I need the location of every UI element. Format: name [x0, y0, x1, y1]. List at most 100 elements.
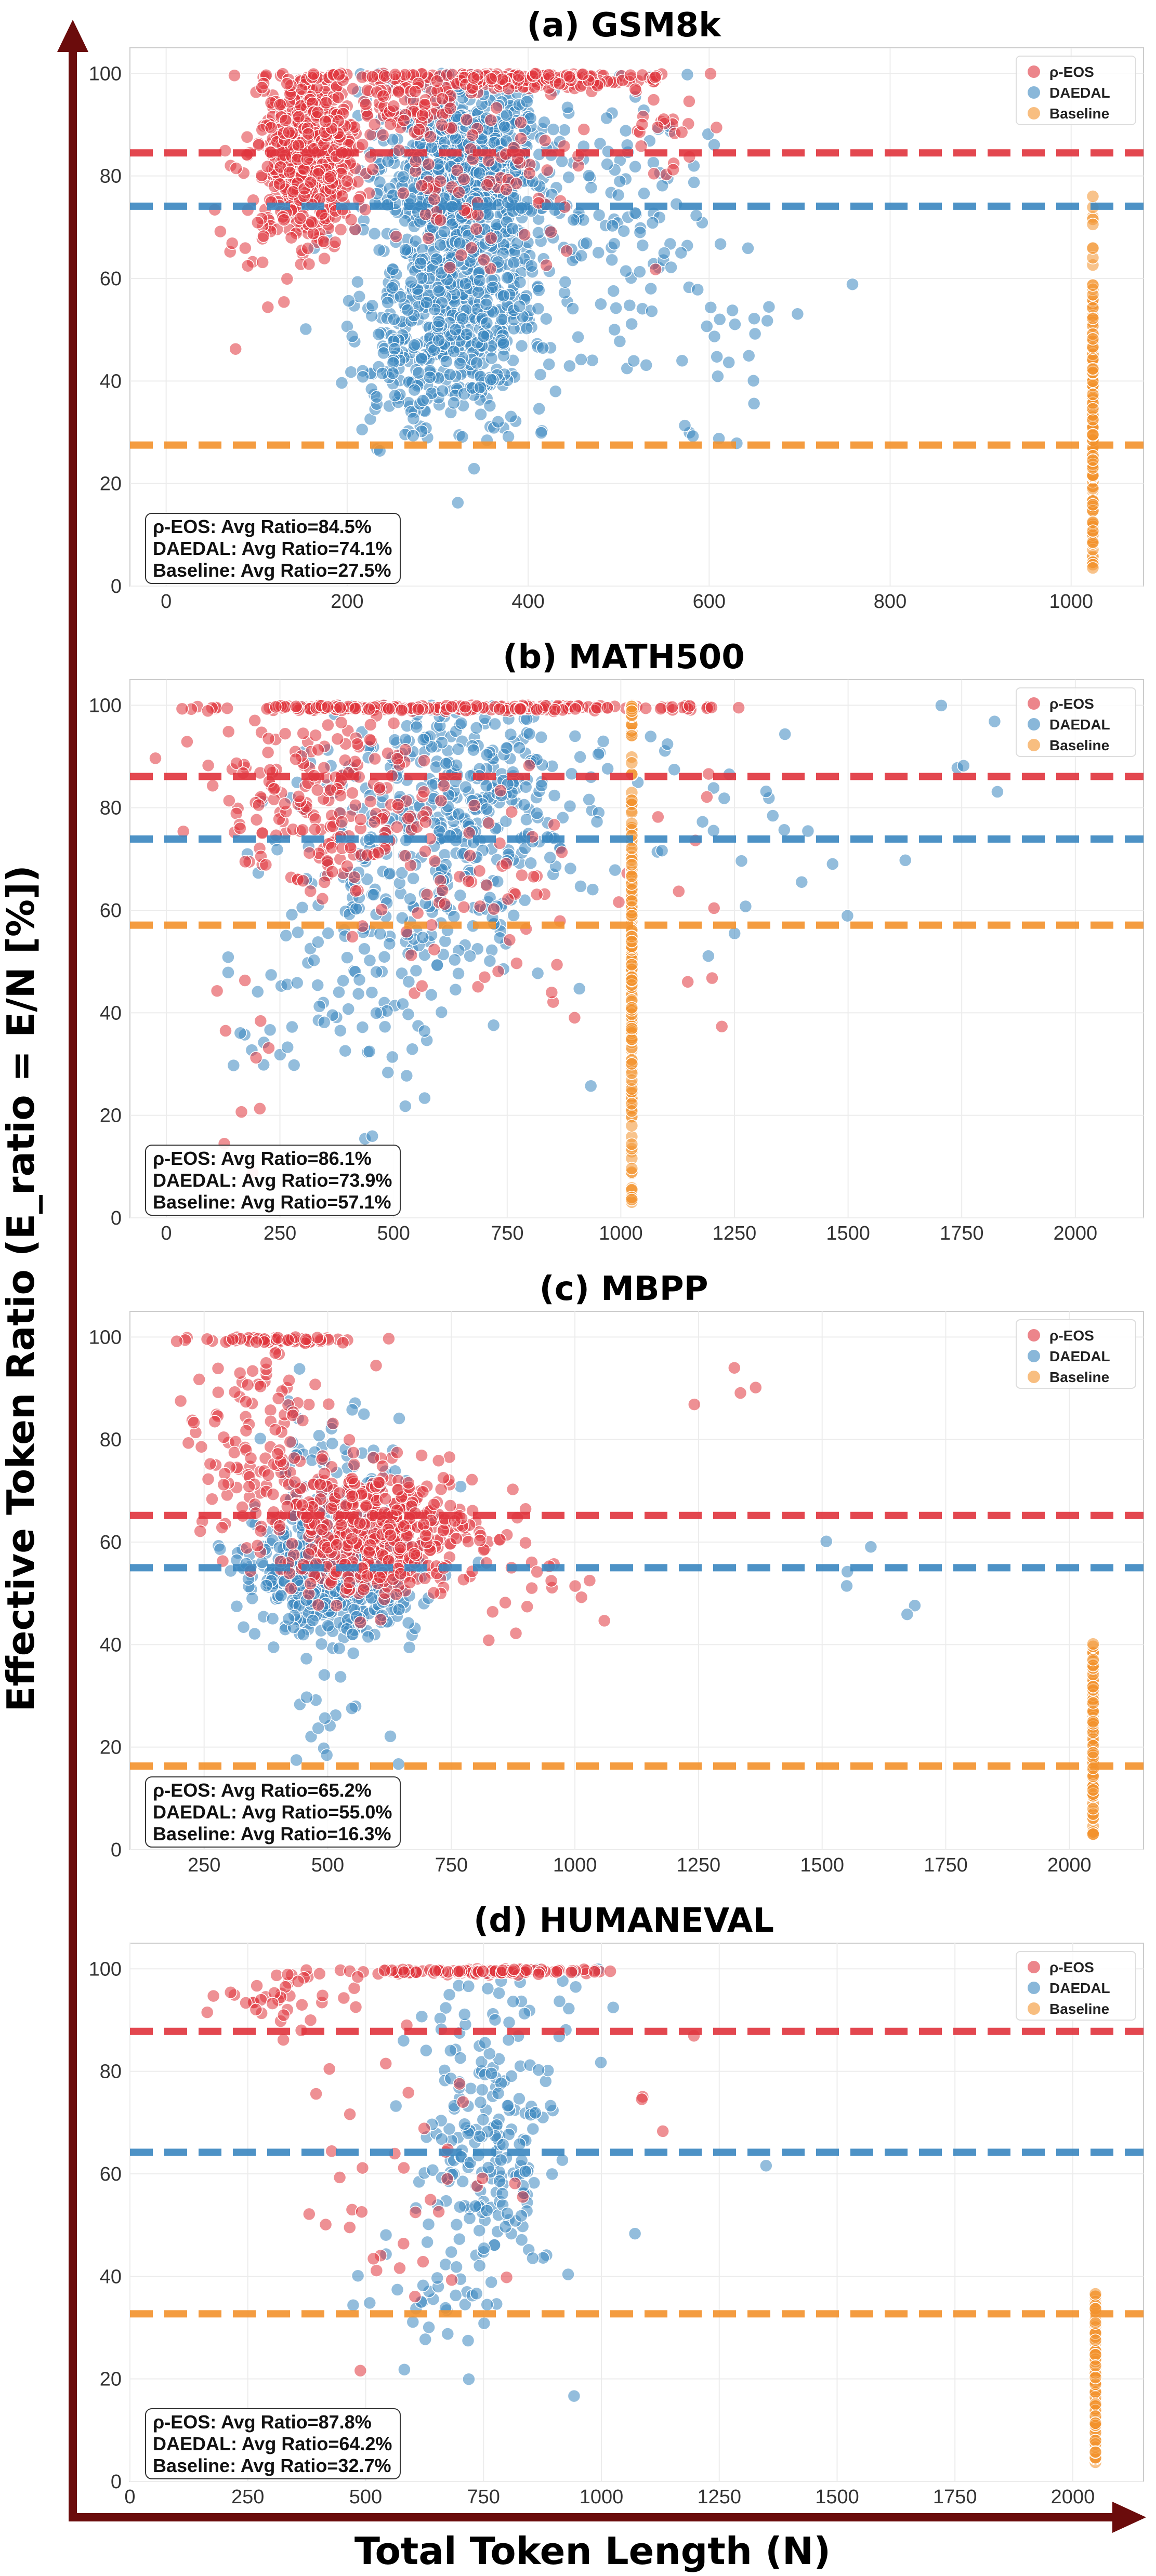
- scatter-point-daedal: [517, 798, 531, 812]
- scatter-point-rho-eos: [436, 883, 450, 897]
- scatter-point-daedal: [281, 1040, 294, 1054]
- scatter-point-daedal: [501, 271, 514, 285]
- scatter-point-daedal: [655, 844, 669, 857]
- scatter-point-daedal: [491, 415, 505, 429]
- scatter-point-daedal: [678, 419, 692, 432]
- scatter-point-daedal: [846, 277, 859, 291]
- scatter-point-rho-eos: [277, 213, 291, 227]
- scatter-point-daedal: [432, 284, 446, 298]
- scatter-point-rho-eos: [395, 703, 409, 717]
- scatter-point-rho-eos: [346, 786, 359, 800]
- scatter-point-daedal: [356, 1020, 370, 1034]
- scatter-point-rho-eos: [411, 702, 425, 716]
- scatter-point-daedal: [254, 1432, 267, 1445]
- scatter-point-rho-eos: [289, 752, 303, 766]
- scatter-point-rho-eos: [222, 794, 236, 807]
- scatter-point-daedal: [416, 394, 430, 407]
- scatter-point-daedal: [460, 327, 474, 341]
- scatter-point-daedal: [596, 735, 610, 748]
- scatter-point-rho-eos: [649, 262, 662, 276]
- scatter-point-rho-eos: [553, 77, 566, 90]
- scatter-point-daedal: [728, 317, 742, 331]
- scatter-point-daedal: [766, 809, 780, 822]
- scatter-point-daedal: [713, 313, 727, 326]
- scatter-point-daedal: [266, 1612, 280, 1626]
- scatter-point-rho-eos: [284, 231, 298, 245]
- scatter-point-rho-eos: [484, 72, 498, 86]
- scatter-point-rho-eos: [480, 178, 494, 192]
- scatter-point-rho-eos: [278, 727, 292, 740]
- scatter-point-daedal: [459, 780, 472, 794]
- scatter-point-daedal: [619, 124, 633, 138]
- scatter-point-baseline: [625, 793, 639, 807]
- scatter-point-daedal: [600, 111, 613, 125]
- scatter-point-daedal: [674, 246, 688, 260]
- scatter-point-daedal: [406, 429, 420, 443]
- scatter-point-daedal: [393, 290, 408, 303]
- scatter-point-rho-eos: [233, 821, 247, 835]
- scatter-point-daedal: [795, 875, 809, 889]
- scatter-point-rho-eos: [333, 701, 347, 714]
- scatter-point-rho-eos: [427, 192, 441, 206]
- scatter-point-rho-eos: [261, 746, 275, 759]
- scatter-point-rho-eos: [296, 823, 309, 836]
- scatter-point-rho-eos: [376, 89, 390, 103]
- scatter-point-daedal: [406, 871, 420, 885]
- scatter-point-rho-eos: [230, 807, 243, 820]
- scatter-point-rho-eos: [301, 127, 315, 141]
- panel-b-legend-marker-daedal: [1028, 718, 1040, 731]
- scatter-point-rho-eos: [229, 342, 242, 356]
- scatter-point-rho-eos: [651, 121, 665, 134]
- scatter-point-daedal: [237, 1620, 251, 1634]
- scatter-point-baseline: [1086, 218, 1100, 231]
- scatter-point-daedal: [381, 154, 395, 168]
- scatter-point-daedal: [314, 1637, 329, 1651]
- scatter-point-rho-eos: [419, 815, 432, 829]
- scatter-point-rho-eos: [435, 118, 449, 132]
- scatter-point-baseline: [1086, 413, 1100, 427]
- scatter-point-rho-eos: [334, 789, 347, 803]
- scatter-point-daedal: [488, 717, 502, 731]
- scatter-point-rho-eos: [705, 971, 719, 985]
- scatter-point-daedal: [534, 731, 548, 744]
- scatter-point-daedal: [282, 1612, 295, 1626]
- scatter-point-rho-eos: [493, 702, 506, 716]
- scatter-point-rho-eos: [239, 855, 252, 869]
- scatter-point-rho-eos: [545, 986, 559, 999]
- x-tick-label: 200: [331, 591, 363, 613]
- scatter-point-daedal: [625, 317, 638, 331]
- y-tick-label: 60: [100, 1532, 122, 1553]
- scatter-point-daedal: [639, 358, 653, 372]
- scatter-point-rho-eos: [404, 948, 418, 962]
- scatter-point-rho-eos: [248, 714, 261, 727]
- scatter-point-rho-eos: [683, 699, 697, 713]
- scatter-point-daedal: [408, 383, 422, 397]
- y-tick-label: 60: [100, 268, 122, 290]
- scatter-point-rho-eos: [465, 241, 478, 255]
- y-tick-label: 0: [111, 1839, 122, 1861]
- scatter-point-rho-eos: [514, 131, 528, 145]
- scatter-point-daedal: [401, 1007, 415, 1021]
- scatter-point-daedal: [555, 154, 569, 168]
- scatter-point-daedal: [691, 283, 704, 297]
- scatter-point-rho-eos: [301, 242, 314, 255]
- y-tick-label: 80: [100, 798, 122, 819]
- scatter-point-daedal: [285, 908, 299, 922]
- scatter-point-rho-eos: [538, 134, 552, 148]
- x-tick-label: 2000: [1047, 1854, 1092, 1876]
- scatter-point-baseline: [1086, 312, 1100, 325]
- scatter-point-baseline: [1086, 482, 1100, 496]
- scatter-point-rho-eos: [286, 185, 300, 198]
- scatter-point-daedal: [365, 1591, 378, 1605]
- panel-a-annotation-rho-eos: ρ-EOS: Avg Ratio=84.5%: [153, 516, 372, 537]
- x-tick-label: 600: [693, 591, 726, 613]
- x-tick-label: 1000: [553, 1854, 597, 1876]
- scatter-point-daedal: [546, 123, 560, 136]
- scatter-point-daedal: [454, 1480, 467, 1493]
- scatter-point-rho-eos: [346, 930, 359, 944]
- scatter-point-rho-eos: [528, 81, 541, 94]
- scatter-point-rho-eos: [238, 974, 252, 987]
- scatter-point-daedal: [365, 986, 379, 999]
- scatter-point-baseline: [625, 816, 639, 830]
- scatter-point-rho-eos: [436, 92, 449, 105]
